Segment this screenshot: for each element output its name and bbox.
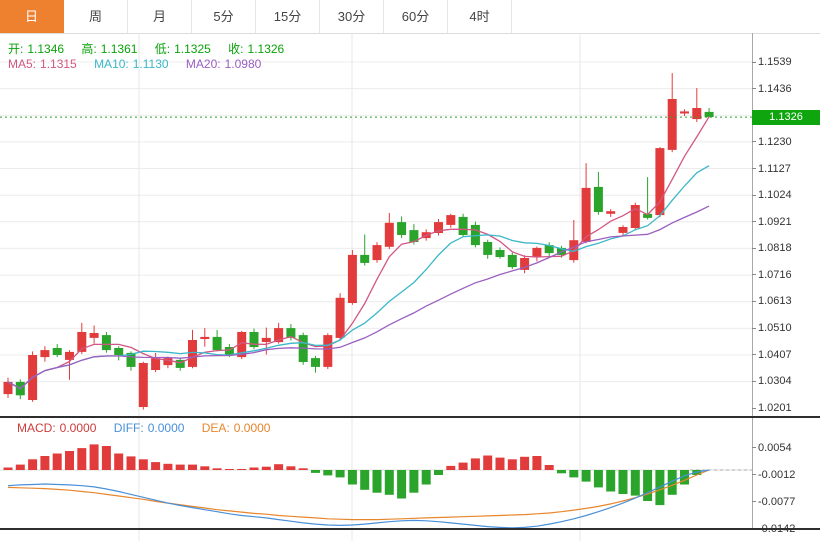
open-value: 1.1346 (27, 42, 65, 56)
macd-chart[interactable] (0, 418, 753, 541)
pane-separator (0, 416, 820, 418)
tab-month[interactable]: 月 (128, 0, 192, 33)
dea-value: 0.0000 (233, 421, 271, 435)
price-axis-tick (752, 274, 756, 276)
macd-axis-label: -0.0012 (758, 468, 796, 481)
macd-axis-label: -0.0077 (758, 495, 796, 508)
price-axis-tick (752, 168, 756, 170)
macd-axis-tick (752, 447, 756, 449)
tab-week[interactable]: 周 (64, 0, 128, 33)
current-price-badge: 1.1326 (752, 109, 820, 125)
close-value: 1.1326 (247, 42, 285, 56)
price-axis-tick (752, 88, 756, 90)
price-axis-label: 1.0921 (758, 215, 792, 228)
price-axis-label: 1.1539 (758, 56, 792, 68)
low-value: 1.1325 (174, 42, 211, 56)
price-axis-tick (752, 141, 756, 143)
ma20-label: MA20: (185, 57, 221, 71)
price-axis-label: 1.0818 (758, 242, 792, 255)
price-axis-label: 1.0510 (758, 322, 792, 335)
price-axis-label: 1.0716 (758, 268, 792, 281)
tab-60min[interactable]: 60分 (384, 0, 448, 33)
macd-axis-label: 0.0054 (758, 441, 792, 454)
price-axis-tick (752, 407, 756, 409)
open-label: 开: (8, 42, 24, 56)
price-axis-tick (752, 354, 756, 356)
price-axis-label: 1.0613 (758, 295, 792, 308)
macd-value: 0.0000 (59, 421, 97, 435)
ma10-value: 1.1130 (132, 57, 169, 71)
price-axis-label: 1.1127 (758, 162, 791, 175)
price-axis-border (752, 33, 753, 529)
ma-legend: MA5: 1.1315 MA10: 1.1130 MA20: 1.0980 (8, 57, 265, 71)
bottom-border (0, 528, 820, 530)
macd-legend: MACD: 0.0000 DIFF: 0.0000 DEA: 0.0000 (17, 421, 274, 435)
period-toolbar: 日 周 月 5分 15分 30分 60分 4时 (0, 0, 820, 34)
ma5-label: MA5: (8, 57, 37, 71)
tab-5min[interactable]: 5分 (192, 0, 256, 33)
dea-label: DEA: (201, 421, 230, 435)
price-axis-label: 1.1024 (758, 189, 792, 202)
high-value: 1.1361 (100, 42, 138, 56)
close-label: 收: (228, 42, 244, 56)
price-axis-label: 1.0304 (758, 375, 792, 388)
price-axis-tick (752, 247, 756, 249)
price-axis-tick (752, 221, 756, 223)
tab-15min[interactable]: 15分 (256, 0, 320, 33)
price-axis-label: 1.1230 (758, 135, 792, 148)
price-axis-tick (752, 300, 756, 302)
ma10-label: MA10: (94, 57, 129, 71)
price-axis-tick (752, 380, 756, 382)
price-axis-tick (752, 194, 756, 196)
tab-4hour[interactable]: 4时 (448, 0, 512, 33)
high-label: 高: (81, 42, 97, 56)
ma5-value: 1.1315 (40, 57, 77, 71)
low-label: 低: (154, 42, 171, 56)
price-axis-tick (752, 327, 756, 329)
price-axis-label: 1.0201 (758, 402, 792, 414)
macd-axis-tick (752, 474, 756, 476)
price-axis-label: 1.0407 (758, 348, 792, 361)
macd-axis-tick (752, 501, 756, 503)
tab-30min[interactable]: 30分 (320, 0, 384, 33)
ohlc-legend: 开: 1.1346 高: 1.1361 低: 1.1325 收: 1.1326 (8, 40, 288, 57)
macd-label: MACD: (17, 421, 56, 435)
tab-day[interactable]: 日 (0, 0, 64, 33)
ma20-value: 1.0980 (224, 57, 262, 71)
price-axis-tick (752, 61, 756, 63)
candlestick-chart[interactable] (0, 33, 753, 417)
diff-value: 0.0000 (147, 421, 185, 435)
price-axis-label: 1.1436 (758, 82, 792, 95)
diff-label: DIFF: (113, 421, 144, 435)
